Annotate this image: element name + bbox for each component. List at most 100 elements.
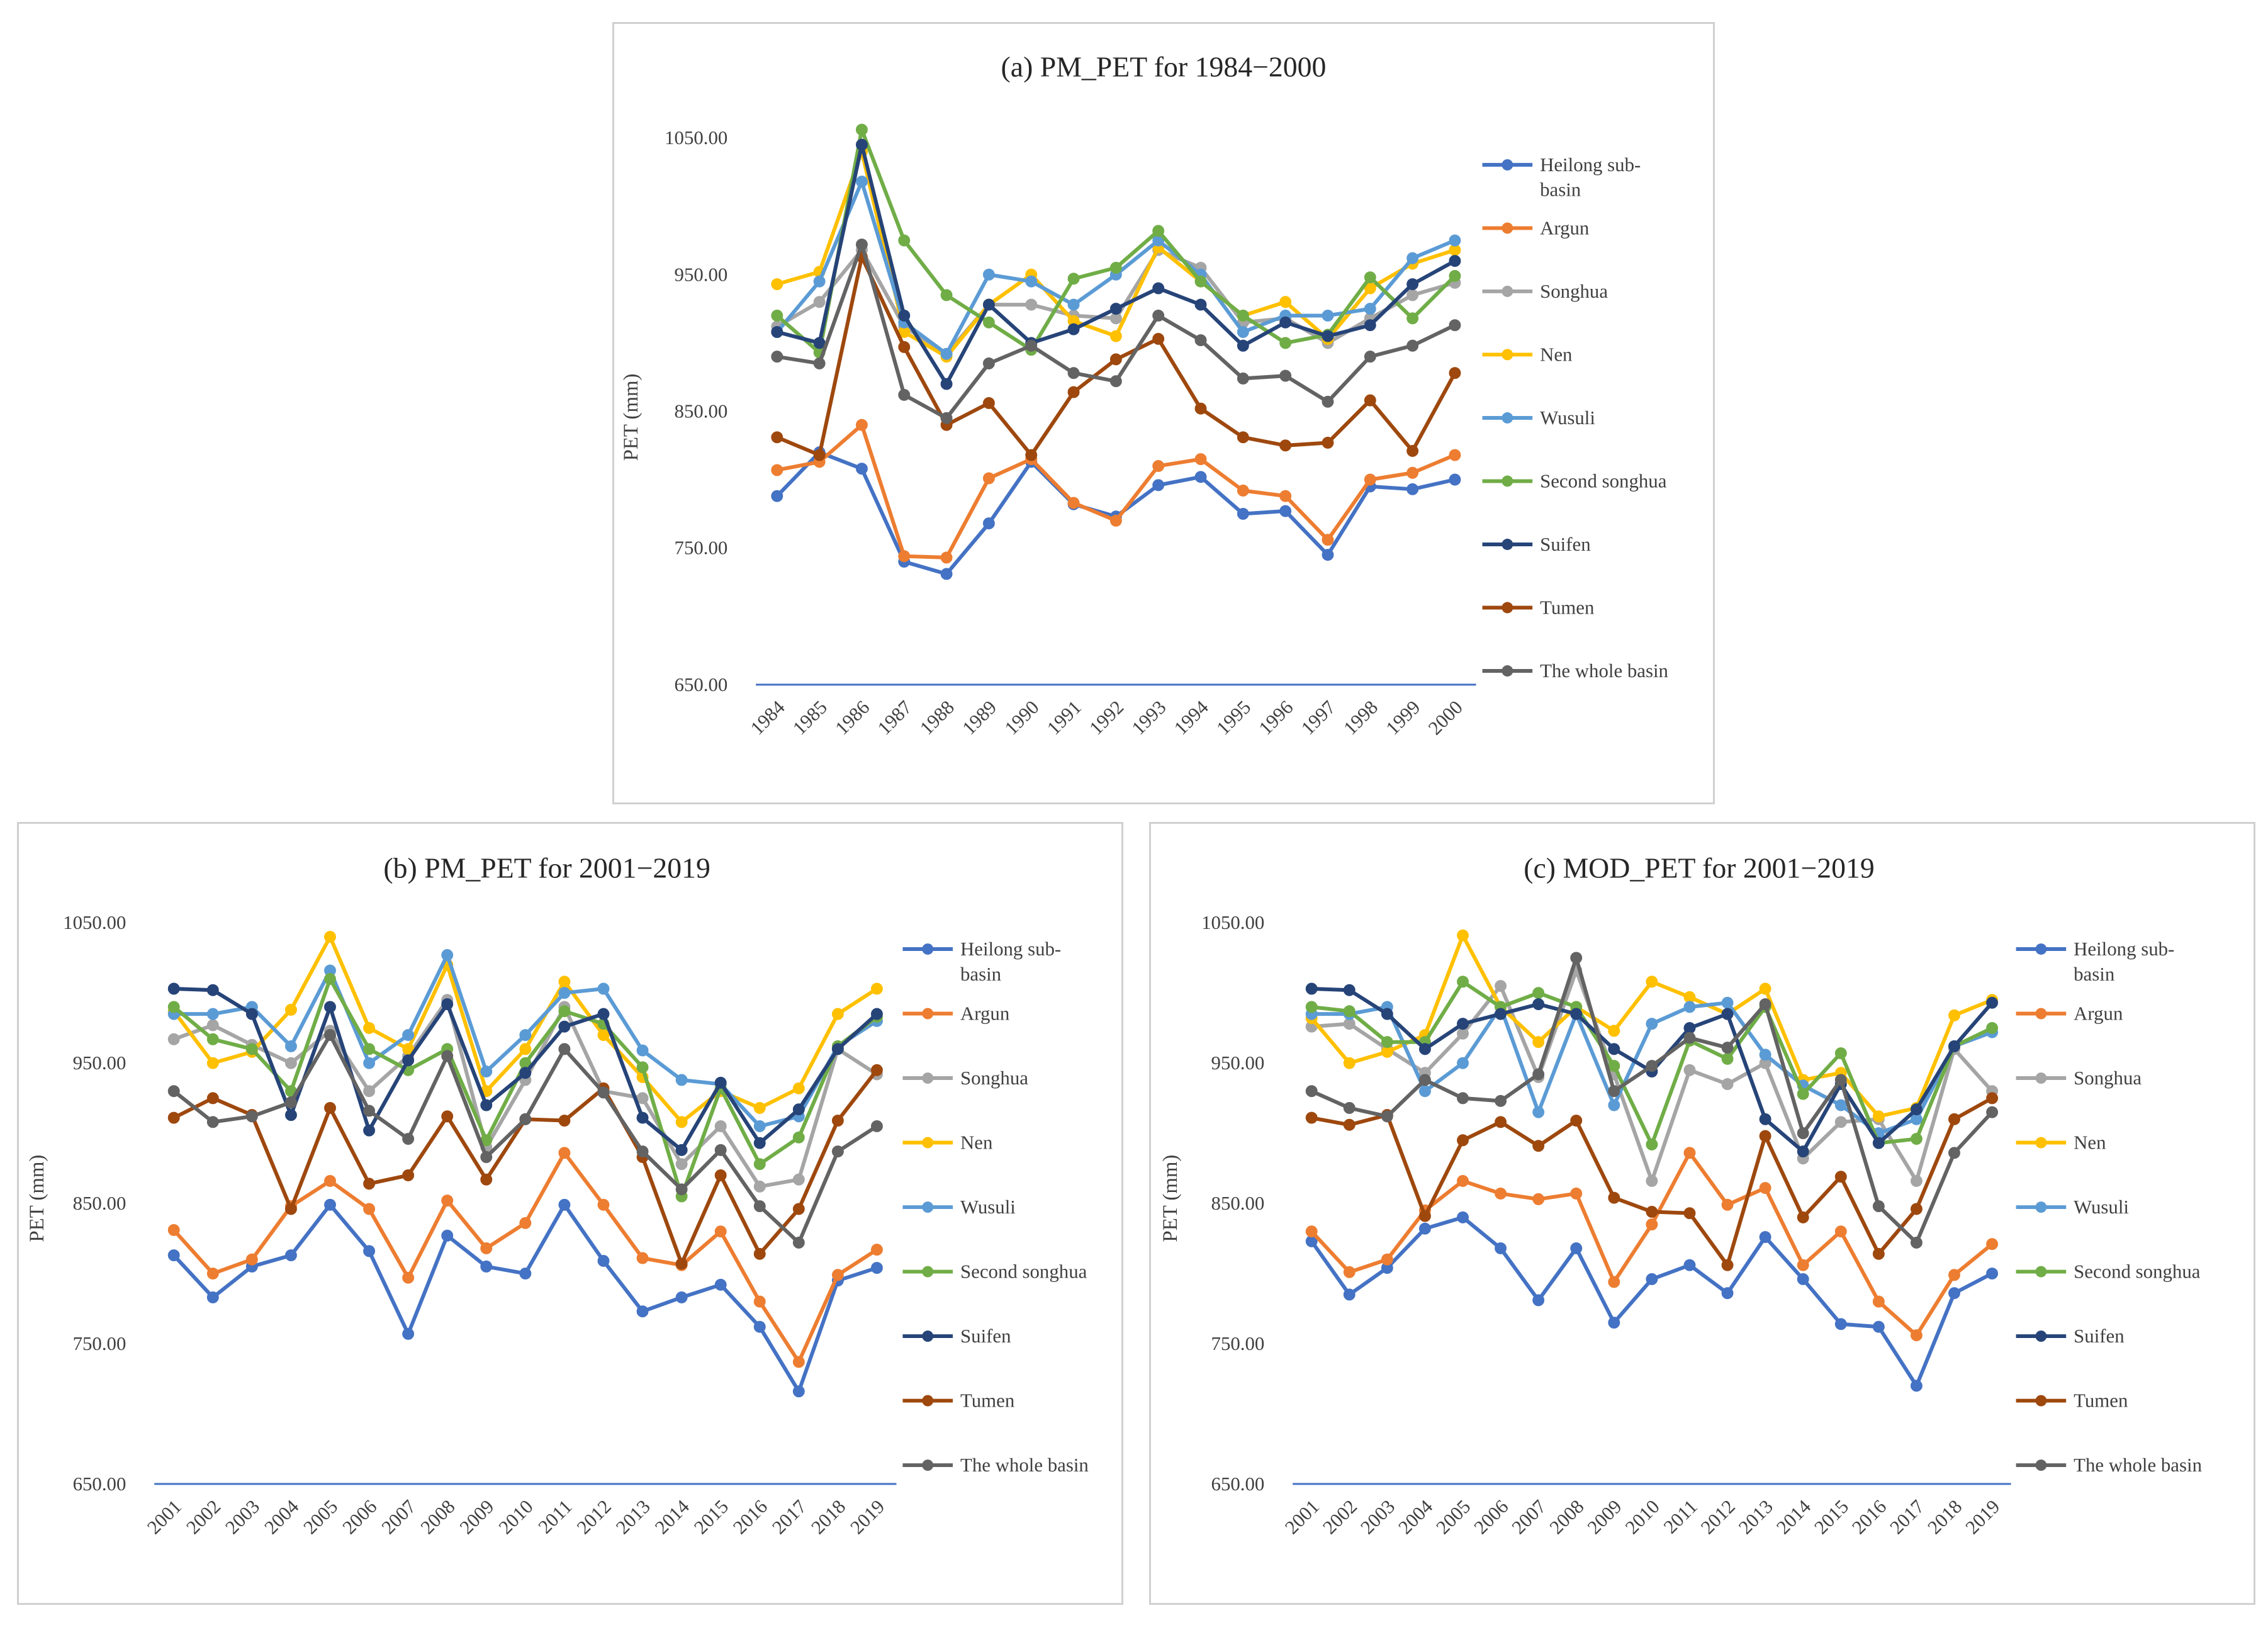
chart-a-x-tick-label: 1995 xyxy=(1213,697,1255,739)
chart-a-data-point xyxy=(1109,262,1122,274)
chart-a-data-point xyxy=(1067,386,1080,398)
chart-a-data-point xyxy=(1322,310,1334,322)
chart-a-data-point xyxy=(1237,310,1249,322)
chart-b-data-point xyxy=(363,1057,376,1069)
chart-c-data-point xyxy=(1759,1049,1771,1061)
chart-b-series-line xyxy=(172,1203,879,1393)
chart-b-data-point xyxy=(714,1278,727,1291)
chart-a-data-point xyxy=(1025,298,1038,311)
chart-c-data-point xyxy=(1683,1001,1696,1013)
chart-c-data-point xyxy=(1646,1138,1658,1150)
chart-b-data-point xyxy=(206,1033,219,1045)
chart-b-data-point xyxy=(636,1111,649,1124)
chart-c-data-point xyxy=(1683,1147,1696,1159)
chart-c-data-point xyxy=(1759,1130,1771,1142)
chart-b-data-point xyxy=(167,982,180,995)
chart-c-data-point xyxy=(1608,1060,1620,1072)
chart-b-data-point xyxy=(870,1064,883,1076)
chart-b-legend-swatch-marker xyxy=(922,1008,934,1020)
chart-b-data-point xyxy=(480,1066,493,1077)
chart-b-data-point xyxy=(597,1086,610,1099)
chart-a-data-point xyxy=(1237,431,1249,444)
chart-c-legend-swatch-marker xyxy=(2035,1201,2047,1213)
chart-b-data-point xyxy=(441,1195,454,1207)
chart-b-data-point xyxy=(519,1067,532,1079)
chart-b-data-point xyxy=(441,949,454,961)
chart-c-data-point xyxy=(1872,1295,1885,1308)
chart-b-x-tick-label: 2004 xyxy=(261,1496,303,1539)
chart-c-data-point xyxy=(1910,1203,1923,1215)
chart-c-data-point xyxy=(1381,1253,1393,1266)
chart-b-data-point xyxy=(402,1327,415,1340)
chart-b-data-point xyxy=(831,1145,844,1158)
chart-a-data-point xyxy=(1194,402,1207,415)
chart-c-data-point xyxy=(1646,1174,1658,1187)
chart-c-x-tick-label: 2017 xyxy=(1886,1496,1929,1539)
chart-c-legend-label: Tumen xyxy=(2074,1390,2128,1412)
chart-panel-a: (a) PM_PET for 1984−2000 PET (mm) 650.00… xyxy=(612,22,1715,804)
chart-c-x-tick-label: 2005 xyxy=(1432,1496,1475,1539)
chart-a-legend-label: Heilong sub- xyxy=(1540,154,1641,176)
chart-a-series-line xyxy=(775,149,1457,359)
chart-b-x-tick-label: 2012 xyxy=(573,1496,615,1539)
chart-c-data-point xyxy=(1532,987,1545,999)
chart-c-data-point xyxy=(1683,1207,1696,1220)
chart-c-data-point xyxy=(1872,1137,1885,1149)
chart-c-data-point xyxy=(1608,1025,1620,1037)
chart-a-data-point xyxy=(1279,369,1292,382)
chart-b-x-tick-label: 2010 xyxy=(495,1496,537,1539)
chart-c-data-point xyxy=(1532,1068,1545,1081)
chart-b-data-point xyxy=(167,1033,180,1045)
chart-b-legend-label: Heilong sub- xyxy=(960,938,1061,960)
chart-c-data-point xyxy=(1910,1103,1923,1116)
chart-c-data-point xyxy=(1834,1318,1847,1330)
chart-a-series-line xyxy=(775,423,1457,559)
chart-b-legend-label: Tumen xyxy=(960,1390,1014,1412)
chart-a-legend-label: Wusuli xyxy=(1540,407,1595,429)
chart-c-data-point xyxy=(1948,1147,1960,1159)
chart-b-data-point xyxy=(363,1245,376,1257)
chart-b-x-tick-label: 2005 xyxy=(300,1496,342,1539)
chart-a-data-point xyxy=(1279,490,1292,502)
chart-c-data-point xyxy=(1910,1329,1923,1342)
chart-c-data-point xyxy=(1646,976,1658,988)
chart-a-legend-label: Songhua xyxy=(1540,281,1608,302)
chart-b-data-point xyxy=(519,1268,532,1279)
chart-c-data-point xyxy=(1305,982,1318,995)
chart-b-x-tick-label: 2006 xyxy=(339,1496,381,1539)
chart-b-data-point xyxy=(363,1105,376,1117)
chart-a-data-point xyxy=(1449,449,1461,461)
chart-a-data-point xyxy=(940,551,953,564)
chart-b-data-point xyxy=(636,1305,649,1318)
chart-a-legend-swatch-marker xyxy=(1502,349,1513,361)
chart-a-data-point xyxy=(1152,479,1165,492)
chart-b-data-point xyxy=(870,1120,883,1132)
chart-b-data-point xyxy=(480,1151,493,1163)
chart-a-data-point xyxy=(813,296,826,308)
chart-a-legend-swatch-marker xyxy=(1502,222,1513,234)
chart-a-data-point xyxy=(1109,330,1122,342)
chart-c-legend-swatch-marker xyxy=(2035,1330,2047,1342)
chart-b-data-point xyxy=(167,1001,180,1013)
chart-a-legend-swatch-marker xyxy=(1502,665,1513,677)
chart-b-data-point xyxy=(206,1092,219,1105)
chart-b-data-point xyxy=(206,1116,219,1128)
chart-c-data-point xyxy=(1797,1273,1809,1285)
chart-a-data-point xyxy=(1067,273,1080,285)
chart-a-data-point xyxy=(1237,507,1249,520)
chart-a-data-point xyxy=(1279,439,1292,452)
chart-c-data-point xyxy=(1948,1113,1960,1125)
chart-a-data-point xyxy=(1279,296,1292,308)
chart-b-data-point xyxy=(167,1249,180,1262)
chart-a-data-point xyxy=(1364,319,1376,332)
chart-c-x-tick-label: 2009 xyxy=(1583,1496,1626,1539)
chart-c-data-point xyxy=(1532,1193,1545,1205)
chart-b-data-point xyxy=(675,1257,688,1270)
chart-b-data-point xyxy=(831,1008,844,1020)
chart-b-data-point xyxy=(675,1144,688,1156)
chart-b-legend-swatch-marker xyxy=(922,1395,934,1407)
chart-b-x-tick-label: 2008 xyxy=(417,1496,459,1539)
chart-c-data-point xyxy=(1834,1171,1847,1183)
chart-c-data-point xyxy=(1608,1317,1620,1329)
chart-b-data-point xyxy=(792,1237,805,1249)
